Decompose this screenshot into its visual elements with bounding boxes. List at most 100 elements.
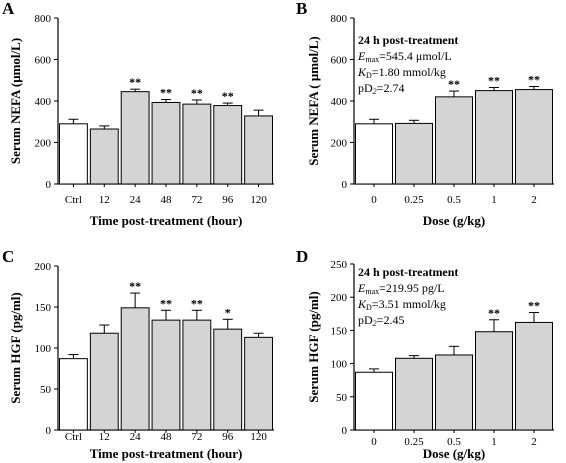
panel-b-annotation-emax: Emax=545.4 μmol/L [357, 49, 452, 64]
panel-b: B 0 200 400 600 800 0 0.25 ** 0.5 ** 1 ** 2 Dose (g/kg… [296, 0, 554, 228]
panel-a: A 0 200 400 600 800 Ctrl 12 ** 24 ** 48 ** 72 ** 96 120 T… [2, 0, 274, 228]
panel-c-x-axis-title: Time post-treatment (hour) [90, 446, 243, 461]
panel-c-y-axis-title: Serum HGF (pg/ml) [8, 292, 23, 403]
panel-a-x-tick-label: 24 [130, 194, 142, 206]
panel-a-bar [244, 115, 273, 185]
panel-b-annotation: 24 h post-treatment Emax=545.4 μmol/LKD=1… [357, 33, 458, 96]
panel-a-bar [151, 101, 181, 185]
panel-a-y-tick-label: 0 [46, 179, 52, 191]
panel-d-y-axis-title: Serum HGF (pg/ml) [306, 291, 321, 402]
panel-d-bar [395, 357, 433, 431]
panel-c-y-tick-label: 150 [35, 302, 52, 314]
panel-c-x-tick-label: 24 [130, 431, 142, 443]
panel-c-bar [182, 319, 212, 431]
panel-b-significance-mark: ** [488, 74, 500, 88]
panel-a-significance-mark: ** [191, 86, 203, 100]
panel-a-letter: A [2, 0, 15, 18]
panel-b-x-axis-title: Dose (g/kg) [423, 213, 485, 228]
panel-b-x-tick-label: 0.25 [404, 194, 424, 206]
panel-b-bar [395, 122, 433, 185]
panel-b-significance-mark: ** [528, 72, 540, 86]
panel-a-significance-mark: ** [129, 75, 141, 89]
panel-d-significance-mark: ** [528, 298, 540, 312]
panel-a-y-tick-label: 600 [35, 55, 52, 67]
panel-b-bar [475, 90, 513, 185]
panel-a-x-axis-title: Time post-treatment (hour) [90, 213, 243, 228]
panel-c-significance-mark: ** [160, 296, 172, 310]
panel-d-y-tick-label: 200 [331, 292, 348, 304]
panel-b-x-tick-label: 2 [531, 194, 537, 206]
panel-a-bar [59, 123, 88, 185]
panel-c-bar [59, 358, 88, 431]
panel-a-y-tick-label: 800 [35, 13, 52, 25]
panel-b-annotation-heading: 24 h post-treatment [358, 33, 458, 47]
panel-c-bar [89, 332, 119, 431]
panel-a-y-tick-label: 400 [35, 96, 52, 108]
panel-b-bar [435, 96, 473, 185]
panel-c-x-tick-label: Ctrl [65, 431, 82, 443]
panel-b-x-tick-label: 1 [491, 194, 497, 206]
panel-d-y-tick-label: 0 [342, 425, 348, 437]
panel-d-x-tick-label: 1 [491, 436, 497, 448]
panel-d-bar [435, 354, 473, 431]
panel-a-x-tick-label: 72 [191, 194, 202, 206]
panel-c-bar [151, 319, 181, 431]
panel-c-x-tick-label: 48 [161, 431, 173, 443]
panel-c-letter: C [2, 247, 14, 266]
panel-b-letter: B [296, 0, 307, 18]
panel-b-x-tick-label: 0 [371, 194, 377, 206]
panel-c: C 0 50 100 150 200 Ctrl 12 ** 24 ** 48 ** 72 * 96 120 Tim… [2, 247, 274, 461]
panel-a-x-tick-label: 48 [161, 194, 173, 206]
panel-c-bar [120, 307, 150, 431]
panel-a-significance-mark: ** [222, 89, 234, 103]
panel-d: D 0 50 100 150 200 250 0 0.25 0.5 ** 1 ** 2 Dose (g/kg… [296, 247, 554, 461]
panel-d-x-tick-label: 0.25 [404, 436, 424, 448]
panel-a-bar [120, 91, 150, 185]
panel-d-x-tick-label: 0.5 [447, 436, 461, 448]
panel-b-significance-mark: ** [448, 77, 460, 91]
panel-d-bar [475, 331, 513, 431]
panel-a-bar [213, 105, 243, 185]
panel-a-x-tick-label: 96 [222, 194, 234, 206]
panel-d-letter: D [296, 247, 308, 266]
panel-d-x-tick-label: 0 [371, 436, 377, 448]
panel-d-bar [515, 321, 553, 431]
panel-b-y-axis-title: Serum NEFA ( μmol/L) [306, 36, 321, 166]
panel-a-y-tick-label: 200 [35, 138, 52, 150]
panel-a-bar [182, 103, 212, 185]
panel-c-y-tick-label: 0 [46, 425, 52, 437]
panel-c-significance-mark: ** [129, 279, 141, 293]
panel-b-y-tick-label: 200 [331, 138, 348, 150]
panel-c-significance-mark: * [225, 305, 231, 319]
panel-c-x-tick-label: 72 [191, 431, 202, 443]
panel-b-bar [355, 123, 393, 185]
panel-d-annotation-emax: Emax=219.95 pg/L [357, 281, 445, 296]
panel-d-x-tick-label: 2 [531, 436, 537, 448]
panel-c-bar [213, 328, 243, 431]
panel-d-y-tick-label: 250 [331, 259, 348, 271]
panel-c-y-tick-label: 50 [40, 384, 52, 396]
panel-b-y-tick-label: 600 [331, 55, 348, 67]
panel-c-x-tick-label: 12 [99, 431, 110, 443]
panel-d-y-tick-label: 50 [336, 392, 348, 404]
panel-a-y-axis-title: Serum NEFA (μmol/L) [8, 38, 23, 164]
panel-c-x-tick-label: 120 [250, 431, 267, 443]
panel-d-annotation-heading: 24 h post-treatment [358, 265, 458, 279]
panel-a-significance-mark: ** [160, 86, 172, 100]
panel-b-x-tick-label: 0.5 [447, 194, 461, 206]
panel-d-annotation-kd: KD=3.51 mmol/kg [357, 297, 446, 312]
panel-c-bar [244, 336, 273, 431]
panel-d-annotation-pd2: pD2=2.45 [358, 313, 404, 328]
panel-c-y-tick-label: 200 [35, 261, 52, 273]
panel-d-y-tick-label: 150 [331, 325, 348, 337]
panel-a-x-tick-label: 120 [250, 194, 267, 206]
panel-c-x-tick-label: 96 [222, 431, 234, 443]
panel-a-x-tick-label: 12 [99, 194, 110, 206]
panel-b-annotation-kd: KD=1.80 mmol/kg [357, 65, 446, 80]
panel-b-y-tick-label: 800 [331, 13, 348, 25]
panel-a-bar [89, 128, 119, 185]
panel-c-y-tick-label: 100 [35, 343, 52, 355]
panel-b-bar [515, 89, 553, 185]
panel-d-x-axis-title: Dose (g/kg) [423, 446, 485, 461]
